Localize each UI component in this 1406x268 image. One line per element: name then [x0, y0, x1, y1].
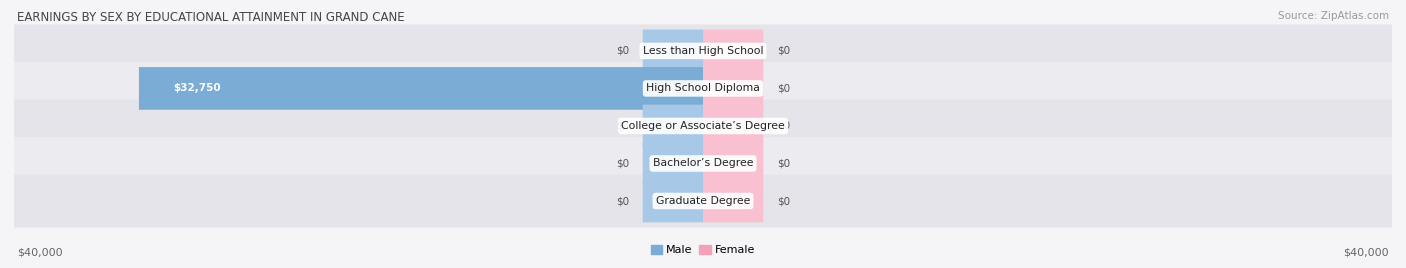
Text: High School Diploma: High School Diploma [647, 83, 759, 94]
Text: $0: $0 [778, 121, 790, 131]
Text: $0: $0 [778, 196, 790, 206]
FancyBboxPatch shape [643, 29, 703, 72]
Text: Bachelor’s Degree: Bachelor’s Degree [652, 158, 754, 169]
Text: Graduate Degree: Graduate Degree [655, 196, 751, 206]
Text: Less than High School: Less than High School [643, 46, 763, 56]
Text: $40,000: $40,000 [17, 247, 62, 257]
Text: College or Associate’s Degree: College or Associate’s Degree [621, 121, 785, 131]
FancyBboxPatch shape [14, 62, 1392, 115]
FancyBboxPatch shape [139, 67, 703, 110]
Text: $0: $0 [616, 158, 628, 169]
FancyBboxPatch shape [643, 142, 703, 185]
Text: Source: ZipAtlas.com: Source: ZipAtlas.com [1278, 11, 1389, 21]
FancyBboxPatch shape [643, 105, 703, 147]
FancyBboxPatch shape [703, 142, 763, 185]
Text: $40,000: $40,000 [1344, 247, 1389, 257]
Legend: Male, Female: Male, Female [647, 240, 759, 260]
FancyBboxPatch shape [643, 180, 703, 222]
FancyBboxPatch shape [703, 105, 763, 147]
FancyBboxPatch shape [703, 67, 763, 110]
Text: $0: $0 [616, 46, 628, 56]
FancyBboxPatch shape [703, 29, 763, 72]
Text: $32,750: $32,750 [173, 83, 221, 94]
Text: $0: $0 [778, 46, 790, 56]
Text: $0: $0 [778, 83, 790, 94]
FancyBboxPatch shape [703, 180, 763, 222]
Text: $0: $0 [616, 196, 628, 206]
Text: EARNINGS BY SEX BY EDUCATIONAL ATTAINMENT IN GRAND CANE: EARNINGS BY SEX BY EDUCATIONAL ATTAINMEN… [17, 11, 405, 24]
Text: $0: $0 [616, 121, 628, 131]
FancyBboxPatch shape [14, 174, 1392, 228]
FancyBboxPatch shape [14, 99, 1392, 152]
FancyBboxPatch shape [14, 24, 1392, 77]
Text: $0: $0 [778, 158, 790, 169]
FancyBboxPatch shape [14, 137, 1392, 190]
